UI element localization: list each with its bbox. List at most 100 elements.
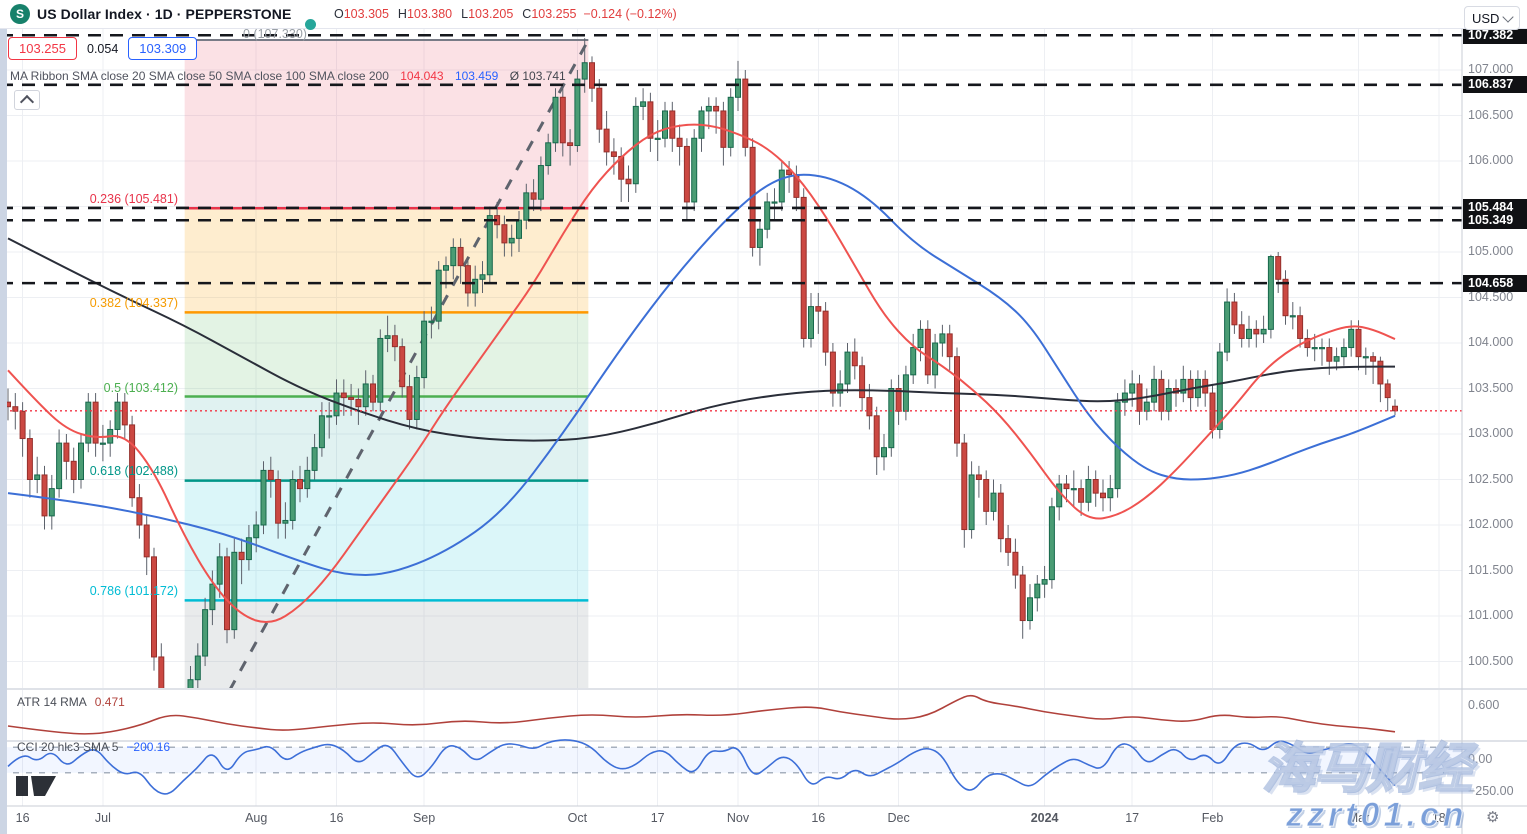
candle-body	[997, 492, 1004, 540]
candle-body	[516, 219, 522, 239]
candle-body	[742, 78, 749, 148]
candle-body	[1034, 583, 1041, 599]
time-tick-label: 18	[1431, 811, 1446, 825]
currency-dropdown[interactable]: USD	[1464, 6, 1520, 30]
candle-body	[1333, 356, 1340, 362]
time-tick-label: Dec	[887, 811, 910, 825]
price-tick-label: 107.000	[1468, 62, 1514, 76]
candle-body	[166, 711, 171, 726]
candle-body	[435, 269, 442, 322]
currency-label: USD	[1472, 10, 1500, 26]
candle-body	[946, 333, 953, 358]
cci-line[interactable]	[7, 739, 1396, 795]
candle-body	[552, 96, 559, 144]
symbol-title[interactable]: US Dollar Index · 1D · PEPPERSTONE	[37, 6, 292, 22]
candle-body	[443, 265, 449, 271]
candle-body	[683, 145, 690, 203]
tradingview-logo[interactable]	[14, 768, 60, 800]
buy-price-box[interactable]: 103.309	[128, 37, 198, 60]
candle-body	[567, 142, 574, 147]
candle-body	[1275, 256, 1282, 280]
candle-body	[479, 274, 486, 280]
candle-body	[829, 351, 836, 394]
candle-body	[304, 469, 311, 490]
candle-body	[975, 474, 982, 481]
level-price-label: 105.349	[1463, 211, 1527, 229]
candle-body	[676, 137, 683, 147]
candle-body	[983, 479, 990, 512]
close-label: C	[522, 7, 532, 21]
candle-body	[1377, 360, 1384, 385]
atr-line[interactable]	[7, 694, 1396, 735]
candle-body	[158, 656, 165, 689]
candle-body	[1267, 256, 1274, 330]
candle-body	[932, 342, 939, 376]
cci-tick-label: 0.00	[1468, 752, 1493, 766]
candle-body	[391, 335, 398, 348]
candle-body	[1282, 278, 1289, 317]
candle-body	[450, 246, 457, 267]
cci-pane	[0, 739, 1462, 795]
atr-legend[interactable]: ATR 14 RMA 0.471	[17, 695, 125, 709]
atr-value: 0.471	[94, 695, 125, 709]
time-tick-label: Sep	[412, 811, 436, 825]
ma-ribbon-legend[interactable]: MA Ribbon SMA close 20 SMA close 50 SMA …	[10, 69, 566, 83]
time-tick-label: 17	[650, 811, 665, 825]
cci-legend[interactable]: CCI 20 hlc3 SMA 5 −200.16	[17, 740, 170, 754]
candle-body	[399, 346, 406, 388]
candle-body	[48, 488, 55, 517]
candle-body	[1231, 301, 1238, 326]
candle-body	[837, 383, 844, 394]
time-tick-label: 16	[811, 811, 826, 825]
candle-body	[881, 447, 887, 458]
cci-value: −200.16	[126, 740, 171, 754]
candle-body	[70, 460, 77, 480]
candle-body	[1121, 392, 1128, 403]
candle-body	[1063, 483, 1070, 490]
price-tick-label: 106.500	[1468, 107, 1514, 122]
price-tick-label: 104.500	[1468, 289, 1514, 304]
candle-body	[1129, 383, 1136, 394]
sma20-line[interactable]	[7, 123, 1396, 624]
candle-body	[844, 351, 851, 385]
candle-body	[1056, 483, 1063, 508]
candle-body	[888, 388, 895, 449]
candle-body	[1319, 347, 1325, 350]
symbol-logo-icon: S	[10, 4, 30, 24]
candle-body	[267, 469, 274, 480]
candle-body	[939, 333, 946, 344]
sma200-line[interactable]	[7, 237, 1396, 442]
atr-tick-label: 0.600	[1468, 698, 1500, 712]
candle-body	[581, 62, 588, 80]
candle-body	[990, 492, 997, 512]
candle-body	[34, 474, 41, 481]
ma-ribbon-sma20-value: 104.043	[400, 69, 444, 83]
trendline-drawing[interactable]	[198, 39, 590, 748]
fib-zone	[184, 208, 589, 313]
open-value: 103.305	[343, 7, 389, 21]
price-tick-label: 101.500	[1468, 562, 1514, 577]
candle-body	[1107, 488, 1114, 499]
candle-body	[362, 383, 369, 408]
candle-body	[41, 474, 48, 517]
candle-body	[224, 556, 230, 631]
collapse-pane-button[interactable]	[14, 90, 40, 110]
watermark-text-cn: 海马财经	[1261, 738, 1473, 800]
candle-body	[428, 320, 435, 323]
sell-price-box[interactable]: 103.255	[8, 37, 77, 60]
sma50-line[interactable]	[7, 173, 1396, 577]
fib-level-236-label: 0.236 (105.481)	[89, 192, 178, 206]
candle-body	[968, 474, 975, 531]
candle-body	[297, 479, 303, 490]
candle-body	[1384, 383, 1391, 399]
candle-body	[508, 237, 515, 244]
gear-icon[interactable]: ⚙	[1486, 809, 1500, 826]
candle-body	[640, 101, 647, 107]
candle-body	[859, 365, 866, 399]
price-tick-label: 100.500	[1468, 653, 1514, 668]
candle-body	[114, 401, 121, 430]
candle-body	[713, 105, 720, 112]
candle-body	[1297, 315, 1304, 339]
